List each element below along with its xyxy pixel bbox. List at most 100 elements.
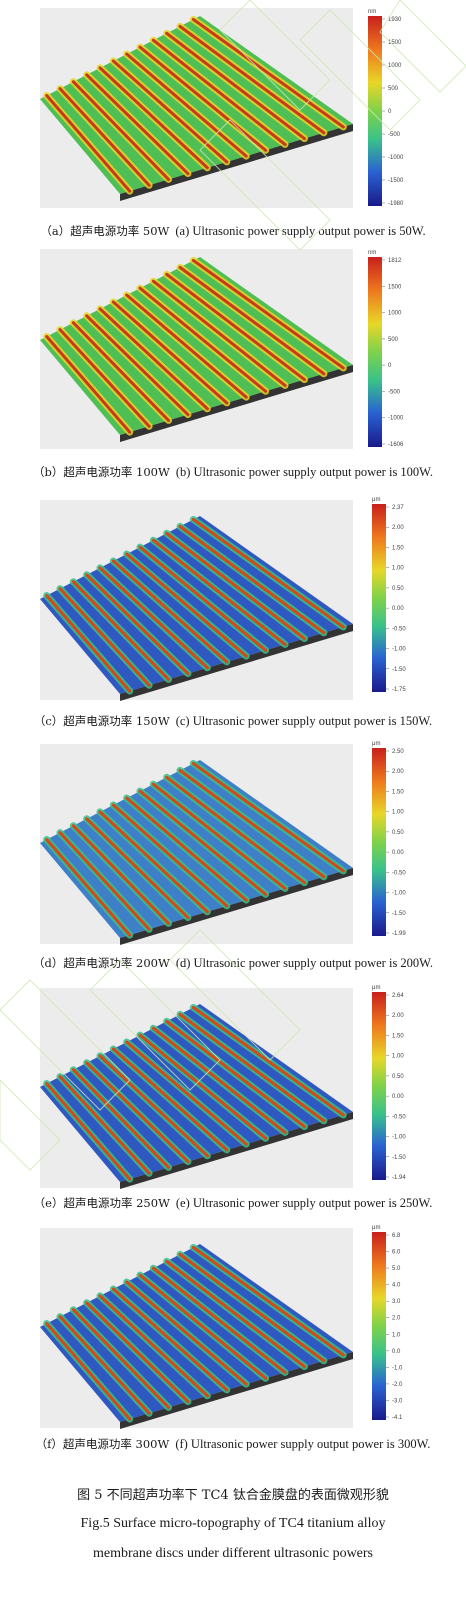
ridge-stripe — [189, 1243, 347, 1359]
ridge-stripe — [136, 787, 270, 898]
ridge-stripe — [83, 71, 192, 178]
ridge-stripe — [163, 1257, 308, 1371]
panel-caption-e: （e）超声电源功率 250W (e) Ultrasonic power suppl… — [0, 1195, 466, 1211]
ridge-stripe — [136, 284, 270, 395]
ridge-stripe — [136, 1271, 270, 1382]
colorbar — [372, 992, 386, 1180]
colorbar-tick-label: -1.00 — [392, 647, 406, 653]
ridge-stripe — [96, 305, 211, 413]
colorbar-tick-label: 0.00 — [392, 850, 404, 856]
ridge-stripe — [109, 801, 231, 910]
ridge-stripe — [176, 263, 328, 378]
colorbar-tick-label: 3.0 — [392, 1299, 401, 1305]
ridge-stripe — [149, 780, 289, 892]
colorbar — [372, 1232, 386, 1420]
colorbar-unit: μm — [372, 741, 380, 747]
colorbar-tick-label: 0.50 — [392, 586, 404, 592]
ridge-stripe — [123, 550, 250, 660]
topography-plot-f: μm 6.8 6.0 5.0 4.0 3.0 2.0 1.0 0.0 -1.0 -2.0 -3.0 -4… — [40, 1225, 403, 1429]
panel-caption-en: (e) Ultrasonic power supply output power… — [175, 1196, 433, 1210]
ridge-stripe — [189, 515, 347, 631]
colorbar-unit: μm — [372, 1225, 380, 1231]
colorbar-tick-label: -1.94 — [392, 1175, 406, 1181]
colorbar-tick-label: 2.00 — [392, 525, 404, 531]
ridge-stripe — [56, 585, 153, 689]
figure-caption-en-line2: membrane discs under different ultrasoni… — [92, 1546, 374, 1561]
ridge-stripe — [163, 773, 308, 887]
ridge-stripe — [83, 815, 192, 922]
ridge-stripe — [96, 64, 211, 172]
ridge-stripe — [109, 1285, 231, 1394]
panel-caption-en: (f) Ultrasonic power supply output power… — [175, 1437, 431, 1451]
figure-panel-f: μm 6.8 6.0 5.0 4.0 3.0 2.0 1.0 0.0 -1.0 -2.0 -3.0 -4… — [0, 1224, 466, 1470]
ridge-stripe — [43, 836, 134, 939]
ridge-stripe — [56, 326, 153, 430]
colorbar-tick-label: 1.00 — [392, 1054, 404, 1060]
colorbar-tick-label: 1000 — [388, 311, 402, 317]
ridge-stripe — [123, 291, 250, 401]
colorbar-tick-label: 1500 — [388, 284, 402, 290]
colorbar-tick-label: 1812 — [388, 258, 402, 264]
colorbar-tick-label: 1.50 — [392, 545, 404, 551]
colorbar-tick-label: 500 — [388, 86, 399, 92]
colorbar-tick-label: 6.8 — [392, 1233, 401, 1239]
figure-panel-c: μm 2.37 2.00 1.50 1.00 0.50 0.00 -0.50 -1.00 -1.5… — [0, 496, 466, 742]
colorbar-tick-label: 1.00 — [392, 566, 404, 572]
surface-edge — [120, 1352, 353, 1429]
colorbar-tick-label: 2.37 — [392, 505, 404, 511]
ridge-stripe — [189, 759, 347, 875]
ridge-stripe — [83, 571, 192, 678]
colorbar-tick-label: 1.50 — [392, 1033, 404, 1039]
colorbar-tick-label: 0.0 — [392, 1349, 401, 1355]
colorbar-tick-label: 4.0 — [392, 1283, 401, 1289]
ridge-stripe — [189, 256, 347, 372]
panel-caption-cn: （d）超声电源功率 200W — [33, 956, 170, 970]
ridge-stripe — [149, 1264, 289, 1376]
ridge-stripe — [163, 529, 308, 643]
ridge-stripe — [69, 78, 173, 183]
colorbar-tick-label: -0.50 — [392, 1114, 406, 1120]
colorbar-tick-label: -1.99 — [392, 931, 406, 937]
ridge-stripe — [96, 564, 211, 672]
ridge-stripe — [43, 1320, 134, 1423]
colorbar-tick-label: 1.0 — [392, 1332, 401, 1338]
panel-caption-en: (b) Ultrasonic power supply output power… — [175, 465, 433, 479]
panel-caption-a: （a）超声电源功率 50W (a) Ultrasonic power supply… — [0, 223, 466, 239]
figure-panel-b: nm 1812 1500 1000 500 0 -500 -1000 -1606 （b）超声电源功… — [0, 245, 466, 491]
colorbar-tick-label: 2.00 — [392, 1013, 404, 1019]
colorbar-tick-label: 500 — [388, 337, 399, 343]
colorbar-tick-label: 0 — [388, 363, 392, 369]
colorbar-tick-label: -1.50 — [392, 911, 406, 917]
ridge-stripe — [123, 794, 250, 904]
ridge-stripe — [149, 277, 289, 389]
colorbar-tick-label: -1000 — [388, 416, 404, 422]
panel-caption-cn: （b）超声电源功率 100W — [33, 465, 170, 479]
colorbar-unit: nm — [368, 9, 376, 15]
figure-caption-cn: 图 5 不同超声功率下 TC4 钛合金膜盘的表面微观形貌 — [77, 1488, 389, 1503]
panel-caption-en: (a) Ultrasonic power supply output power… — [175, 224, 426, 238]
ridge-stripe — [43, 592, 134, 695]
surface-edge — [120, 365, 353, 442]
panel-caption-c: （c）超声电源功率 150W (c) Ultrasonic power suppl… — [0, 713, 466, 729]
ridge-stripe — [43, 333, 134, 436]
ridge-stripe — [56, 85, 153, 189]
topography-plot-d: μm 2.50 2.00 1.50 1.00 0.50 0.00 -0.50 -1.00 -1.5… — [40, 741, 406, 945]
colorbar-tick-label: 0.00 — [392, 606, 404, 612]
ridge-stripe — [69, 319, 173, 424]
colorbar-tick-label: 1930 — [388, 17, 402, 23]
ridge-stripe — [56, 829, 153, 933]
colorbar-tick-label: 0.50 — [392, 830, 404, 836]
colorbar — [372, 748, 386, 936]
colorbar-tick-label: -500 — [388, 389, 401, 395]
surface-edge — [120, 1112, 353, 1189]
ridge-stripe — [56, 1313, 153, 1417]
ridge-stripe — [163, 270, 308, 384]
colorbar-tick-label: -1500 — [388, 178, 404, 184]
ridge-stripe — [69, 578, 173, 683]
colorbar-tick-label: 0.00 — [392, 1094, 404, 1100]
colorbar — [372, 504, 386, 692]
colorbar — [368, 16, 382, 206]
colorbar-tick-label: -0.50 — [392, 626, 406, 632]
colorbar-tick-label: -1.00 — [392, 1135, 406, 1141]
surface-edge — [120, 868, 353, 945]
